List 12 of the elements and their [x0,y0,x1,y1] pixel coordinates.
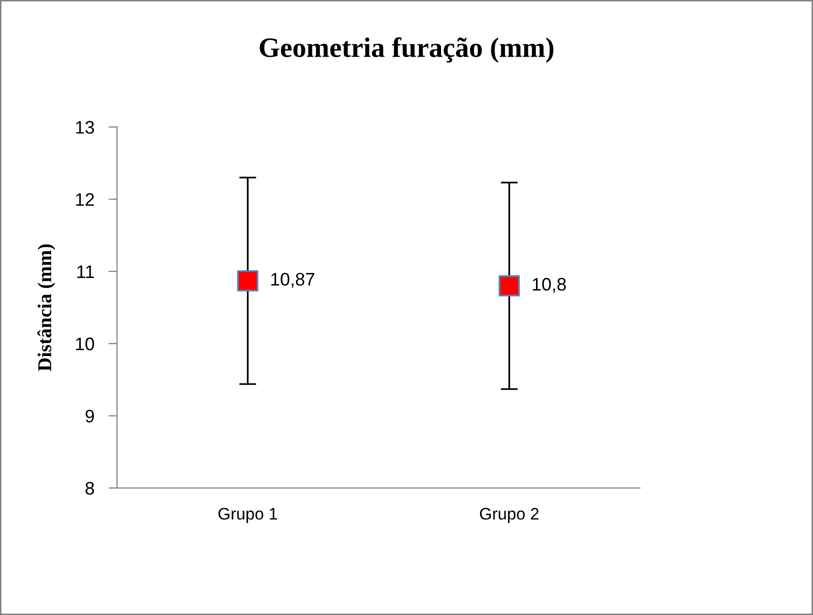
y-tick-label: 11 [77,266,94,278]
y-tick-label: 9 [86,410,94,423]
chart-title: Geometria furação (mm) [260,37,554,63]
x-tick-label: Grupo 2 [480,508,539,523]
y-tick-label: 10 [76,338,94,350]
x-tick-label: Grupo 1 [218,508,278,523]
data-label: 10,87 [271,272,314,288]
y-tick-label: 12 [76,193,94,206]
data-label: 10,8 [532,278,566,293]
y-tick-label: 13 [76,120,94,134]
y-axis-title: Distância (mm) [37,244,56,372]
y-tick-label: 8 [86,482,94,495]
